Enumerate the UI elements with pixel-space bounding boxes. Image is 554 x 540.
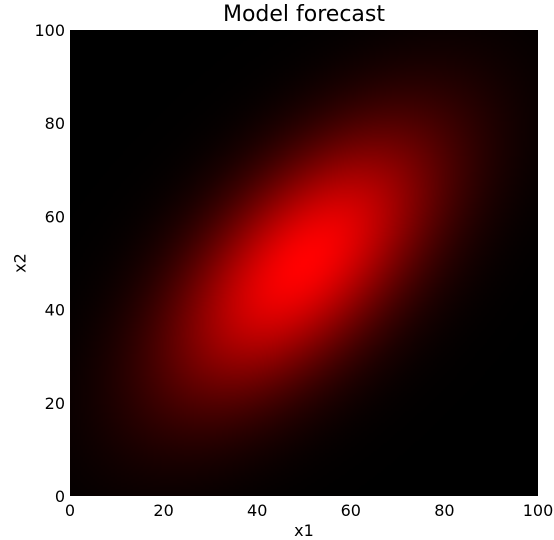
x-tick-label-0: 0 (65, 501, 75, 520)
x-tick-label-4: 80 (434, 501, 454, 520)
y-axis-ticks: 0 20 40 60 80 100 (34, 21, 65, 506)
y-tick-label-4: 80 (45, 114, 65, 133)
x-tick-label-3: 60 (341, 501, 361, 520)
chart-title: Model forecast (222, 2, 385, 27)
x-axis-label: x1 (294, 521, 314, 540)
y-tick-label-3: 60 (45, 207, 65, 226)
y-tick-label-5: 100 (34, 21, 65, 40)
heatmap-image (70, 30, 538, 496)
y-tick-label-1: 20 (45, 394, 65, 413)
x-tick-label-1: 20 (153, 501, 173, 520)
x-axis-ticks: 0 20 40 60 80 100 (65, 501, 553, 520)
y-tick-label-0: 0 (55, 487, 65, 506)
x-tick-label-5: 100 (523, 501, 554, 520)
x-tick-label-2: 40 (247, 501, 267, 520)
y-tick-label-2: 40 (45, 301, 65, 320)
